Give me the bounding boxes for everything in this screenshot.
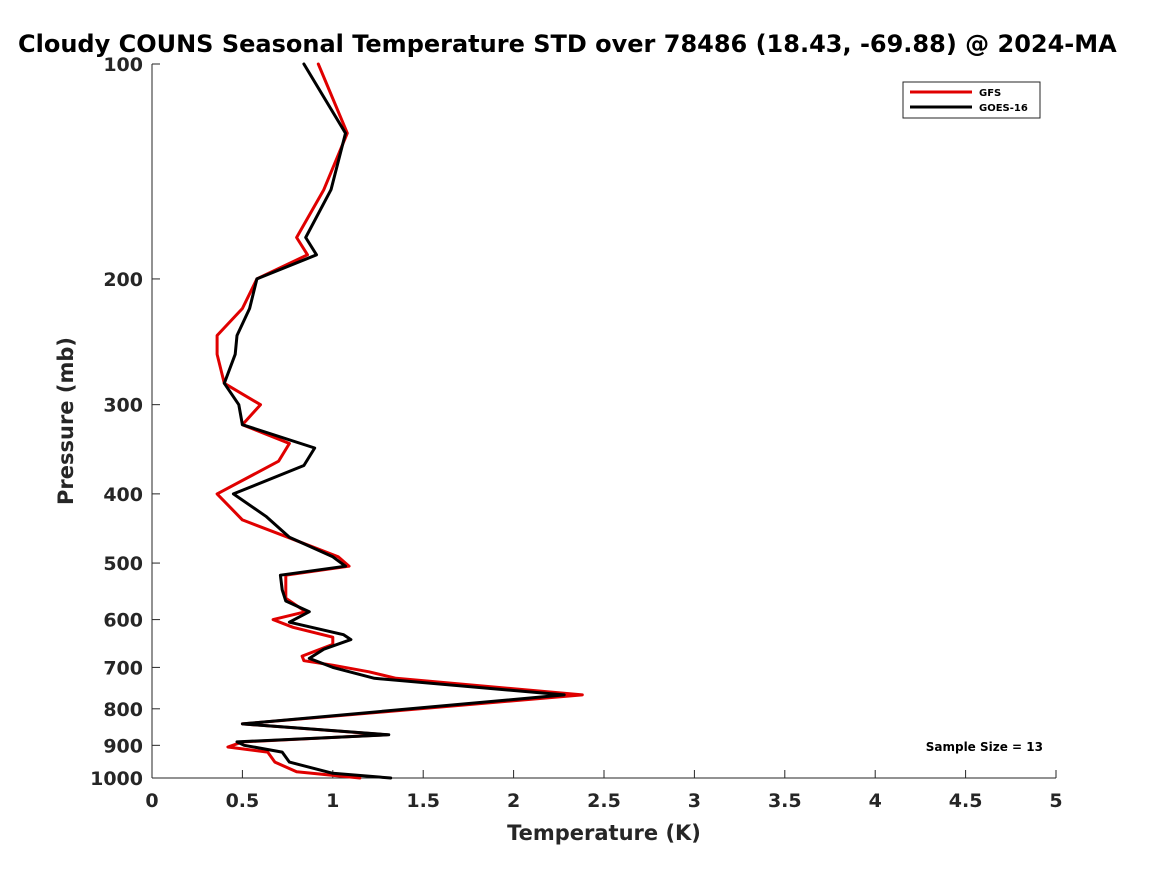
x-tick-label-4: 2 xyxy=(507,790,520,812)
series-lines xyxy=(215,62,584,780)
x-axis-ticks: 0 0.5 1 1.5 2 2.5 3 3.5 4 4.5 5 xyxy=(145,770,1063,812)
y-axis-label: Pressure (mb) xyxy=(54,337,78,505)
legend-box xyxy=(902,81,1041,119)
sample-size-annotation: Sample Size = 13 xyxy=(926,740,1043,754)
x-tick-label-0: 0 xyxy=(145,790,158,812)
x-tick-label-10: 5 xyxy=(1049,790,1062,812)
y-tick-label-5: 600 xyxy=(103,610,143,632)
x-axis-label: Temperature (K) xyxy=(507,821,701,845)
y-tick-label-7: 800 xyxy=(103,699,143,721)
y-tick-label-0: 100 xyxy=(103,54,143,76)
plot-background xyxy=(152,64,1056,778)
y-tick-label-3: 400 xyxy=(103,484,143,506)
y-tick-label-6: 700 xyxy=(103,657,143,679)
x-tick-label-5: 2.5 xyxy=(587,790,621,812)
y-tick-label-4: 500 xyxy=(103,553,143,575)
y-axis-ticks: 100 200 300 400 500 600 700 800 900 1000 xyxy=(90,54,160,790)
x-tick-label-8: 4 xyxy=(869,790,882,812)
y-tick-label-2: 300 xyxy=(103,395,143,417)
x-tick-label-3: 1.5 xyxy=(406,790,440,812)
legend-label-gfs: GFS xyxy=(979,88,1001,99)
legend: GFS GOES-16 xyxy=(902,81,1041,119)
y-tick-label-9: 1000 xyxy=(90,768,143,790)
x-tick-label-6: 3 xyxy=(688,790,701,812)
series-line-goes-16 xyxy=(222,62,566,780)
legend-label-goes-16: GOES-16 xyxy=(979,103,1028,114)
x-tick-label-2: 1 xyxy=(326,790,339,812)
chart-title: Cloudy COUNS Seasonal Temperature STD ov… xyxy=(18,30,1117,58)
plot-area: 0 0.5 1 1.5 2 2.5 3 3.5 4 4.5 5 100 200 300 400 500 600… xyxy=(90,54,1063,812)
x-tick-label-1: 0.5 xyxy=(226,790,260,812)
x-tick-label-9: 4.5 xyxy=(949,790,983,812)
y-tick-label-8: 900 xyxy=(103,735,143,757)
y-tick-label-1: 200 xyxy=(103,269,143,291)
x-tick-label-7: 3.5 xyxy=(768,790,802,812)
